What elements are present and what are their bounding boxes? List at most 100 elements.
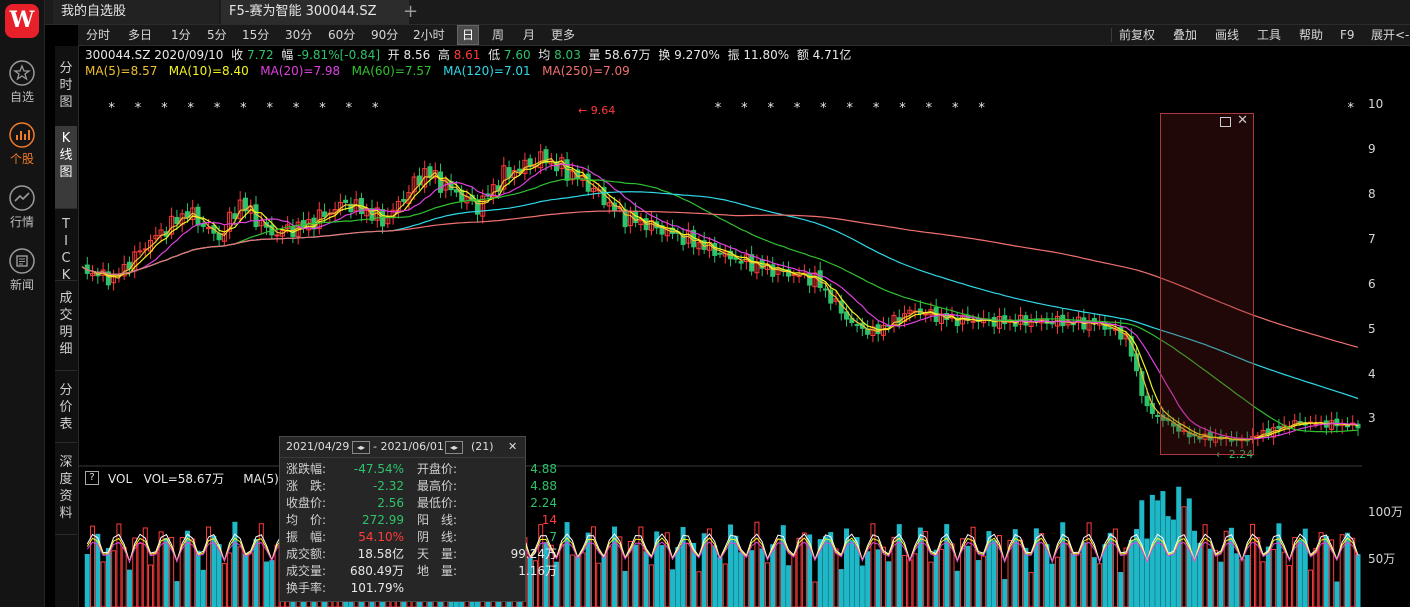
- candle-body: [227, 211, 233, 232]
- app-logo[interactable]: W: [5, 4, 39, 38]
- tab-stock-detail[interactable]: F5-赛为智能 300044.SZ: [221, 0, 409, 24]
- range-end-stepper[interactable]: ◂▸: [445, 441, 463, 454]
- volume-bar: [902, 554, 908, 607]
- candle-body: [438, 171, 444, 193]
- range-start-stepper[interactable]: ◂▸: [352, 441, 370, 454]
- period-60min[interactable]: 60分: [328, 28, 356, 42]
- volume-bar: [1054, 556, 1060, 607]
- candle-body: [569, 170, 575, 181]
- help-button[interactable]: 帮助: [1299, 28, 1324, 42]
- adjust-button[interactable]: 前复权: [1119, 28, 1156, 42]
- volume-bar: [1044, 544, 1050, 607]
- popup-close-icon[interactable]: ✕: [508, 440, 518, 453]
- nav-item-market[interactable]: 行情: [0, 185, 44, 230]
- volume-bar: [775, 538, 781, 607]
- volume-bar: [886, 561, 892, 607]
- volume-bar: [137, 542, 143, 607]
- range-selection-box[interactable]: ✕: [1160, 113, 1254, 455]
- period-2hour[interactable]: 2小时: [413, 28, 445, 42]
- tools-button[interactable]: 工具: [1257, 28, 1282, 42]
- maximize-icon[interactable]: [1220, 117, 1231, 127]
- nav-item-news[interactable]: 新闻: [0, 248, 44, 293]
- candle-body: [1134, 353, 1140, 372]
- volume-bar: [659, 545, 665, 607]
- volume-bar: [981, 555, 987, 607]
- volume-bar: [791, 553, 797, 607]
- candle-body: [717, 252, 723, 255]
- volume-bar: [749, 550, 755, 607]
- volume-bar: [1060, 522, 1066, 607]
- volume-bar: [1076, 552, 1082, 607]
- volume-bar: [1170, 519, 1176, 607]
- event-marker: *: [372, 101, 379, 116]
- event-marker: *: [319, 101, 326, 116]
- f9-button[interactable]: F9: [1340, 28, 1355, 42]
- period-month[interactable]: 月: [523, 28, 536, 42]
- price-tick-label: 7: [1368, 232, 1376, 246]
- period-week[interactable]: 周: [492, 28, 505, 42]
- volume-bar: [685, 542, 691, 607]
- volume-bar: [638, 526, 644, 607]
- change-value: -9.81%[-0.84]: [297, 48, 381, 62]
- stat-value: 680.49万: [350, 564, 404, 578]
- candle-body: [490, 184, 496, 198]
- period-day[interactable]: 日: [457, 25, 480, 45]
- period-intraday[interactable]: 分时: [86, 28, 111, 42]
- tab-watchlist[interactable]: 我的自选股: [53, 0, 219, 24]
- volume-bar: [648, 564, 654, 607]
- volume-bar: [200, 569, 206, 607]
- side-tab-trade-detail[interactable]: 成交明细: [55, 286, 77, 371]
- volume-bar: [1007, 539, 1013, 607]
- draw-line-button[interactable]: 画线: [1215, 28, 1240, 42]
- side-tab-intraday[interactable]: 分时图: [55, 56, 77, 129]
- period-toolbar: 分时 多日 1分 5分 15分 30分 60分 90分 2小时 日 周 月 更多…: [78, 25, 1410, 46]
- volume-bar: [1355, 554, 1361, 607]
- event-marker: *: [214, 101, 221, 116]
- volume-bar: [195, 550, 201, 607]
- event-marker: *: [767, 101, 774, 116]
- candle-body: [822, 288, 828, 291]
- stat-label: 地 量:: [417, 564, 458, 578]
- stat-value: 54.10%: [358, 530, 404, 544]
- stat-value: 2.24: [530, 496, 557, 510]
- volume-bar: [575, 555, 581, 607]
- side-tab-profile[interactable]: 深度资料: [55, 450, 77, 535]
- expand-button[interactable]: 展开<-: [1371, 28, 1410, 42]
- popup-header: 2021/04/29 ◂▸ - 2021/06/01 ◂▸ (21) ✕: [280, 437, 525, 458]
- period-more[interactable]: 更多: [551, 28, 576, 42]
- stat-label: 涨跌幅:: [286, 462, 327, 476]
- event-marker: *: [926, 101, 933, 116]
- help-icon[interactable]: ?: [85, 471, 99, 485]
- stat-label: 最高价:: [417, 479, 458, 493]
- price-tick-label: 5: [1368, 322, 1376, 336]
- period-90min[interactable]: 90分: [371, 28, 399, 42]
- volume-bar: [1265, 546, 1271, 607]
- period-30min[interactable]: 30分: [285, 28, 313, 42]
- volume-bar: [111, 550, 117, 607]
- candle-body: [148, 239, 154, 252]
- period-multiday[interactable]: 多日: [128, 28, 153, 42]
- candle-body: [954, 317, 960, 327]
- price-axis: 10 9 8 7 6 5 4 3 100万 50万: [1362, 82, 1410, 607]
- add-tab-button[interactable]: +: [403, 1, 419, 22]
- quote-info: 300044.SZ 2020/09/10 收 7.72 幅 -9.81%[-0.…: [85, 48, 852, 62]
- event-marker: *: [240, 101, 247, 116]
- overlay-button[interactable]: 叠加: [1173, 28, 1198, 42]
- close-icon[interactable]: ✕: [1237, 113, 1248, 128]
- nav-item-stock[interactable]: 个股: [0, 122, 44, 167]
- volume-bar: [1028, 572, 1034, 607]
- period-15min[interactable]: 15分: [242, 28, 270, 42]
- volume-bar: [227, 552, 233, 607]
- volume-bar: [933, 549, 939, 607]
- event-marker: *: [1347, 101, 1354, 116]
- side-tab-price-table[interactable]: 分价表: [55, 378, 77, 443]
- volume-bar: [216, 544, 222, 607]
- volume-bar: [163, 538, 169, 607]
- period-5min[interactable]: 5分: [207, 28, 227, 42]
- volume-bar: [828, 532, 834, 607]
- period-1min[interactable]: 1分: [171, 28, 191, 42]
- volume-bar: [875, 549, 881, 607]
- nav-item-watchlist[interactable]: 自选: [0, 60, 44, 105]
